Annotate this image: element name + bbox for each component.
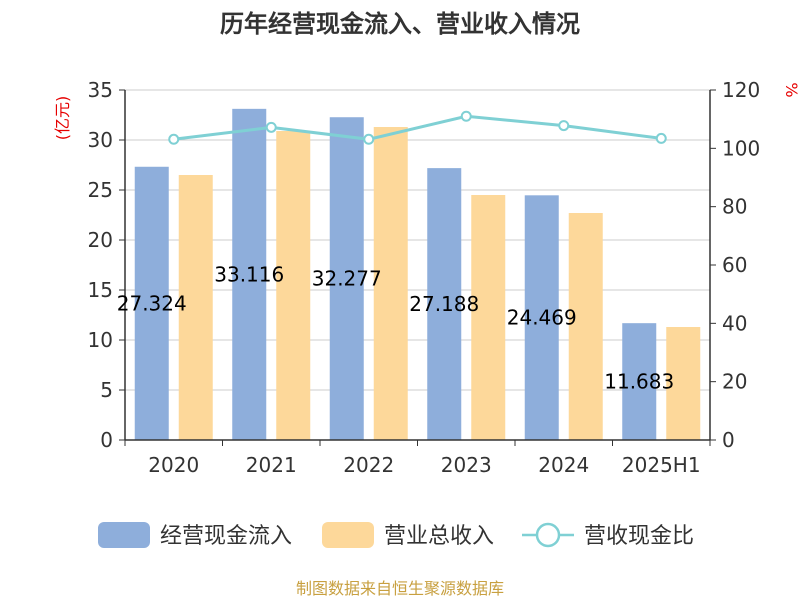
ratio-line-path — [173, 114, 662, 141]
axes: 0 5 10 15 20 25 30 35 0 20 40 60 80 100 120 2020 2021 202… — [88, 78, 761, 477]
ratio-point — [265, 121, 277, 133]
y-right-tick-label: 40 — [722, 311, 747, 335]
data-label: 27.188 — [409, 292, 479, 316]
x-tick-label: 2024 — [538, 453, 589, 477]
y-right-tick-label: 120 — [722, 78, 760, 102]
legend-cash-inflow-swatch — [98, 522, 150, 548]
y-right-tick-label: 20 — [722, 370, 747, 394]
bar-revenue — [178, 175, 213, 440]
legend-revenue: 营业总收入 — [322, 522, 494, 549]
y-left-unit: (亿元) — [53, 96, 72, 141]
chart-title: 历年经营现金流入、营业收入情况 — [220, 10, 580, 38]
y-left-tick-label: 5 — [100, 378, 113, 402]
y-left-tick-label: 20 — [88, 228, 113, 252]
legend: 经营现金流入 营业总收入 营收现金比 — [98, 522, 694, 549]
x-tick-label: 2025H1 — [622, 453, 701, 477]
x-tick-label: 2023 — [441, 453, 492, 477]
y-right-tick-label: 60 — [722, 253, 747, 277]
bar-cash-inflow — [524, 195, 559, 440]
data-label: 32.277 — [312, 267, 382, 291]
bar-revenue — [666, 327, 701, 440]
bar-cash-inflow — [329, 117, 364, 440]
data-label: 11.683 — [604, 370, 674, 394]
legend-ratio-label: 营收现金比 — [584, 524, 694, 549]
ratio-line — [168, 110, 667, 145]
y-right-tick-label: 0 — [722, 428, 735, 452]
legend-cash-inflow: 经营现金流入 — [98, 522, 292, 549]
grid — [125, 89, 710, 391]
y-left-tick-label: 10 — [88, 328, 113, 352]
y-right-tick-label: 100 — [722, 136, 760, 160]
legend-revenue-label: 营业总收入 — [384, 524, 494, 549]
legend-cash-inflow-label: 经营现金流入 — [160, 524, 292, 549]
y-left-tick-label: 25 — [88, 178, 113, 202]
ratio-point — [655, 132, 667, 144]
y-right-tick-label: 80 — [722, 195, 747, 219]
bar-cash-inflow — [134, 166, 169, 440]
data-labels: 27.324 33.116 32.277 27.188 24.469 11.683 — [117, 262, 674, 393]
bar-cash-inflow — [427, 168, 462, 440]
y-right-unit: % — [782, 82, 800, 97]
bars — [134, 108, 701, 440]
bar-revenue — [373, 127, 408, 440]
ratio-point — [363, 133, 375, 145]
y-left-tick-label: 35 — [88, 78, 113, 102]
data-label: 27.324 — [117, 291, 187, 315]
x-tick-label: 2022 — [343, 453, 394, 477]
data-label: 33.116 — [214, 262, 284, 286]
ratio-point — [460, 110, 472, 122]
bar-revenue — [568, 213, 603, 440]
ratio-point — [558, 120, 570, 132]
legend-ratio: 营收现金比 — [522, 522, 694, 549]
data-label: 24.469 — [507, 306, 577, 330]
legend-revenue-swatch — [322, 522, 374, 548]
legend-ratio-marker — [535, 522, 561, 548]
y-left-tick-label: 30 — [88, 128, 113, 152]
bar-revenue — [471, 195, 506, 440]
x-tick-label: 2021 — [246, 453, 297, 477]
bar-cash-inflow — [622, 323, 657, 440]
source-note: 制图数据来自恒生聚源数据库 — [296, 579, 504, 598]
bar-revenue — [276, 131, 311, 440]
y-left-tick-label: 15 — [88, 278, 113, 302]
bar-cash-inflow — [232, 108, 267, 440]
x-tick-label: 2020 — [148, 453, 199, 477]
y-left-tick-label: 0 — [100, 428, 113, 452]
ratio-point — [168, 133, 180, 145]
